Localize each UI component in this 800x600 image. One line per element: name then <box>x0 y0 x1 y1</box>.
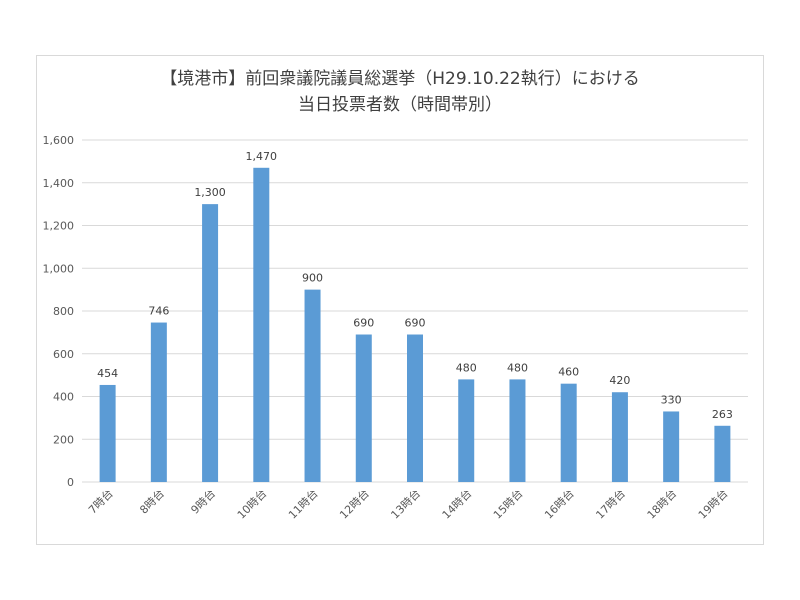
x-tick-label: 11時台 <box>285 486 320 521</box>
x-axis: 7時台 8時台 9時台 10時台 11時台 12時台 13時台 14時台 15時台 16時台 17時… <box>85 486 730 521</box>
bar <box>714 425 731 482</box>
data-label: 1,300 <box>194 186 226 199</box>
data-label: 454 <box>97 367 118 380</box>
data-label: 263 <box>712 408 733 421</box>
x-tick-label: 18時台 <box>644 486 679 521</box>
data-label: 460 <box>558 366 579 379</box>
data-label: 690 <box>405 317 426 330</box>
x-tick-label: 8時台 <box>137 486 167 516</box>
bar <box>304 289 321 482</box>
y-tick-label: 1,000 <box>43 262 75 275</box>
chart-title-line-1: 【境港市】前回衆議院議員総選挙（H29.10.22執行）における <box>160 69 640 89</box>
data-label: 420 <box>609 374 630 387</box>
data-label: 1,470 <box>246 150 278 163</box>
bar <box>253 167 270 482</box>
chart-title: 【境港市】前回衆議院議員総選挙（H29.10.22執行）における 当日投票者数（… <box>0 66 800 118</box>
y-tick-label: 1,200 <box>43 220 75 233</box>
bar <box>458 379 475 482</box>
bar <box>407 334 423 482</box>
bar <box>150 322 167 482</box>
y-tick-label: 400 <box>53 391 74 404</box>
bar <box>611 392 628 482</box>
bar <box>202 204 219 482</box>
y-tick-label: 200 <box>53 433 74 446</box>
bar <box>663 411 680 482</box>
bar <box>99 384 116 482</box>
x-tick-label: 10時台 <box>234 486 269 521</box>
x-tick-label: 16時台 <box>541 486 576 521</box>
y-tick-label: 1,600 <box>43 134 75 147</box>
data-label: 900 <box>302 272 323 285</box>
x-tick-label: 12時台 <box>337 486 372 521</box>
x-tick-label: 17時台 <box>593 486 628 521</box>
y-tick-label: 0 <box>67 476 74 489</box>
data-labels: 454 746 1,300 1,470 900 690 690 480 480 460 420 330… <box>97 150 733 421</box>
bar <box>355 334 372 482</box>
data-label: 330 <box>661 393 682 406</box>
y-tick-label: 1,400 <box>43 177 75 190</box>
x-tick-label: 13時台 <box>388 486 423 521</box>
data-label: 690 <box>353 317 374 330</box>
x-tick-label: 9時台 <box>188 486 218 516</box>
y-tick-label: 800 <box>53 305 74 318</box>
x-tick-label: 15時台 <box>490 486 525 521</box>
bar <box>560 383 577 482</box>
x-tick-label: 19時台 <box>695 486 730 521</box>
bar <box>509 379 526 482</box>
data-label: 746 <box>148 305 169 318</box>
y-axis: 0 200 400 600 800 1,000 1,200 1,400 1,600 <box>43 134 75 489</box>
x-tick-label: 7時台 <box>85 486 115 516</box>
data-label: 480 <box>507 361 528 374</box>
chart-title-line-2: 当日投票者数（時間帯別） <box>298 95 502 115</box>
bar-series <box>99 167 731 482</box>
data-label: 480 <box>456 361 477 374</box>
y-tick-label: 600 <box>53 348 74 361</box>
x-tick-label: 14時台 <box>439 486 474 521</box>
